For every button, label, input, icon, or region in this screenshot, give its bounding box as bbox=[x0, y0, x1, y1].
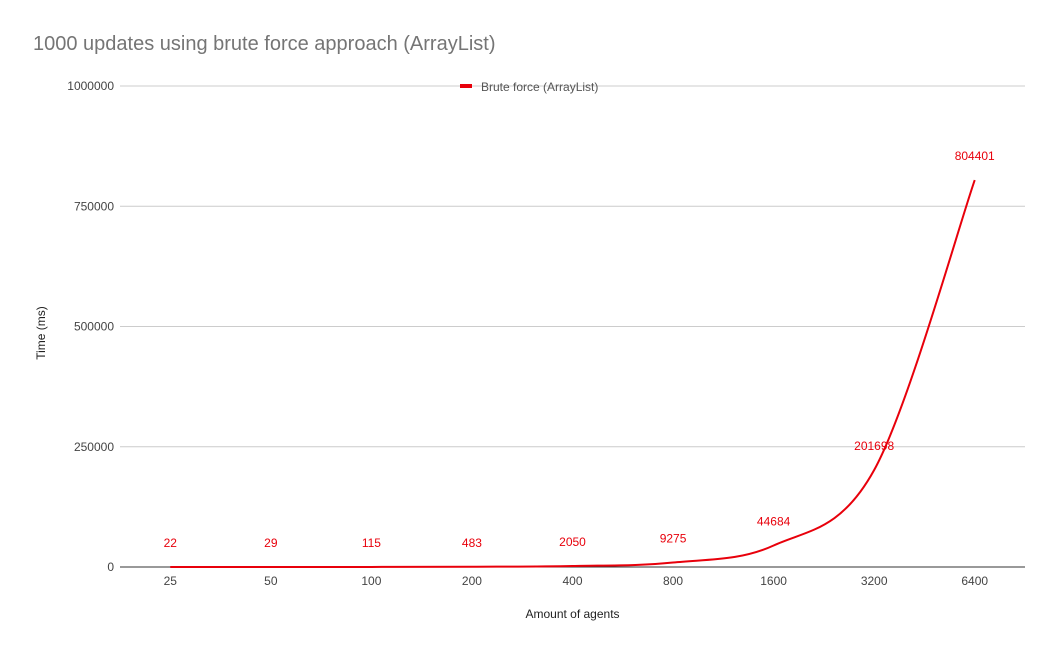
y-tick-label: 250000 bbox=[74, 440, 114, 454]
x-tick-label: 200 bbox=[462, 574, 482, 588]
x-tick-label: 3200 bbox=[861, 574, 888, 588]
series-group bbox=[170, 179, 976, 568]
data-label: 44684 bbox=[757, 515, 791, 529]
x-tick-label: 25 bbox=[164, 574, 178, 588]
x-tick-label: 400 bbox=[562, 574, 582, 588]
legend: Brute force (ArrayList) bbox=[460, 80, 598, 94]
data-label: 22 bbox=[164, 536, 178, 550]
data-label: 201698 bbox=[854, 439, 894, 453]
x-tick-label: 100 bbox=[361, 574, 381, 588]
data-label: 804401 bbox=[955, 149, 995, 163]
data-label: 2050 bbox=[559, 535, 586, 549]
x-tick-labels: 25 50 100 200 400 800 1600 3200 6400 bbox=[164, 574, 989, 588]
y-tick-label: 750000 bbox=[74, 199, 114, 213]
legend-entry-label: Brute force (ArrayList) bbox=[481, 80, 598, 94]
x-tick-label: 1600 bbox=[760, 574, 787, 588]
y-tick-label: 1000000 bbox=[67, 79, 114, 93]
legend-swatch bbox=[460, 84, 472, 88]
y-axis-label: Time (ms) bbox=[34, 306, 48, 360]
y-tick-label: 500000 bbox=[74, 320, 114, 334]
y-tick-label: 0 bbox=[107, 560, 114, 574]
data-label: 483 bbox=[462, 536, 482, 550]
x-axis-label: Amount of agents bbox=[525, 607, 619, 621]
chart-title: 1000 updates using brute force approach … bbox=[33, 33, 496, 55]
data-label: 9275 bbox=[660, 532, 687, 546]
x-tick-label: 800 bbox=[663, 574, 683, 588]
x-tick-label: 50 bbox=[264, 574, 278, 588]
y-tick-labels: 0 250000 500000 750000 1000000 bbox=[67, 79, 114, 574]
data-label: 115 bbox=[362, 536, 381, 550]
x-tick-label: 6400 bbox=[961, 574, 988, 588]
series-line bbox=[170, 179, 976, 568]
data-labels: 22 29 115 483 2050 9275 44684 201698 804401 bbox=[164, 149, 995, 550]
gridlines bbox=[120, 85, 1025, 448]
data-label: 29 bbox=[264, 536, 278, 550]
